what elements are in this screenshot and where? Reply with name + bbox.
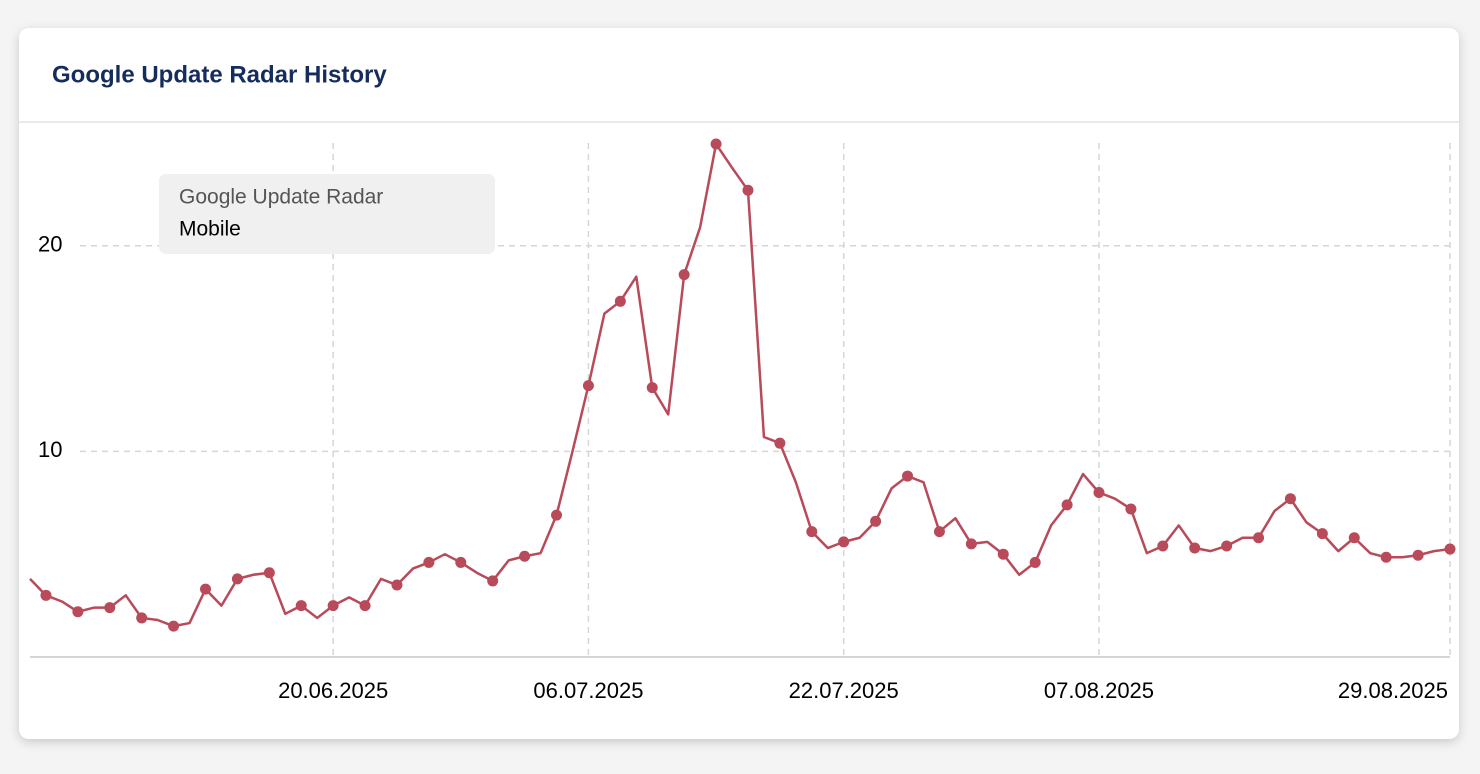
data-point xyxy=(1444,543,1456,555)
data-point xyxy=(1412,549,1424,561)
data-point xyxy=(678,269,690,281)
data-point xyxy=(774,437,786,449)
y-tick-label: 20 xyxy=(38,232,62,257)
data-point xyxy=(168,620,180,632)
x-tick-label: 20.06.2025 xyxy=(278,678,388,703)
data-point xyxy=(519,550,531,562)
legend-box xyxy=(159,174,495,254)
y-tick-label: 10 xyxy=(38,437,62,462)
data-point xyxy=(1316,528,1328,540)
data-point xyxy=(806,526,818,538)
data-point xyxy=(263,567,275,579)
data-point xyxy=(136,612,148,624)
x-tick-label: 07.08.2025 xyxy=(1044,678,1154,703)
data-point xyxy=(838,536,850,548)
data-point xyxy=(965,538,977,550)
data-point xyxy=(742,184,754,196)
data-point xyxy=(582,380,594,392)
data-point xyxy=(1284,493,1296,505)
data-point xyxy=(1125,503,1137,515)
data-point xyxy=(870,515,882,527)
data-point xyxy=(1348,532,1360,544)
x-tick-label: 29.08.2025 xyxy=(1338,678,1448,703)
data-point xyxy=(1380,551,1392,563)
card xyxy=(19,28,1459,739)
data-point xyxy=(455,556,467,568)
data-point xyxy=(487,575,499,587)
data-point xyxy=(1093,487,1105,499)
data-point xyxy=(1157,540,1169,552)
data-point xyxy=(997,548,1009,560)
data-point xyxy=(1221,540,1233,552)
data-point xyxy=(1061,499,1073,511)
data-point xyxy=(1029,556,1041,568)
data-point xyxy=(710,138,722,150)
data-point xyxy=(646,382,658,394)
data-point xyxy=(423,556,435,568)
x-tick-label: 22.07.2025 xyxy=(789,678,899,703)
data-point xyxy=(72,606,84,618)
data-point xyxy=(104,602,116,614)
data-point xyxy=(902,470,914,482)
data-point xyxy=(295,600,307,612)
chart-title: Google Update Radar History xyxy=(52,61,387,88)
data-point xyxy=(231,573,243,585)
legend-entry: Mobile xyxy=(179,218,241,241)
data-point xyxy=(614,295,626,307)
plot-area: 10 20 20.06.2025 06.07.2025 22.07.2025 07.08.… xyxy=(29,138,1456,703)
legend-title: Google Update Radar xyxy=(179,186,383,209)
data-point xyxy=(327,600,339,612)
data-point xyxy=(551,509,563,521)
data-point xyxy=(200,583,212,595)
data-point xyxy=(1253,532,1265,544)
data-point xyxy=(40,589,52,601)
data-point xyxy=(391,579,403,591)
data-point xyxy=(933,526,945,538)
data-point xyxy=(1189,542,1201,554)
data-point xyxy=(359,600,371,612)
x-tick-label: 06.07.2025 xyxy=(533,678,643,703)
